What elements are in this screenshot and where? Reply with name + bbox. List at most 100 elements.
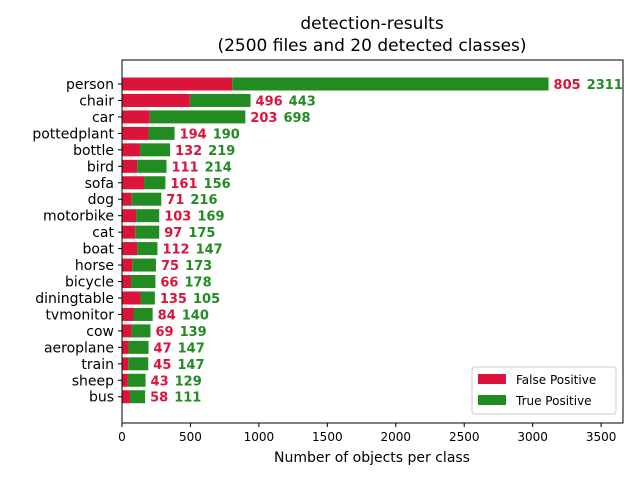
- value-labels-bicycle: 66 178: [160, 276, 211, 291]
- value-label-true-positive-bus: 111: [174, 391, 201, 406]
- value-label-false-positive-bottle: 132: [175, 144, 202, 159]
- bar-false-positive-chair: [122, 93, 190, 107]
- value-label-false-positive-diningtable: 135: [160, 292, 187, 307]
- value-labels-horse: 75 173: [161, 259, 212, 274]
- bar-true-positive-bicycle: [131, 275, 156, 289]
- category-label-tvmonitor: tvmonitor: [45, 307, 114, 323]
- plot-frame: [121, 59, 624, 424]
- category-label-bicycle: bicycle: [65, 275, 114, 291]
- value-label-true-positive-bottle: 219: [208, 144, 235, 159]
- value-label-true-positive-sofa: 156: [204, 177, 231, 192]
- value-label-true-positive-diningtable: 105: [193, 292, 220, 307]
- value-labels-motorbike: 103 169: [164, 210, 224, 225]
- value-label-true-positive-horse: 173: [185, 259, 212, 274]
- value-labels-cow: 69 139: [155, 325, 206, 340]
- value-label-false-positive-bird: 111: [171, 160, 198, 175]
- value-label-false-positive-chair: 496: [256, 94, 283, 109]
- bar-false-positive-bicycle: [122, 275, 132, 289]
- bar-false-positive-diningtable: [122, 291, 141, 305]
- category-label-boat: boat: [82, 242, 114, 258]
- bar-false-positive-pottedplant: [122, 126, 149, 140]
- category-label-horse: horse: [75, 258, 114, 274]
- value-labels-chair: 496 443: [256, 94, 316, 109]
- bar-false-positive-bird: [122, 159, 138, 173]
- bar-true-positive-horse: [132, 258, 156, 272]
- x-tick-label-500: 500: [179, 430, 202, 444]
- value-label-false-positive-boat: 112: [162, 243, 189, 258]
- value-label-false-positive-aeroplane: 47: [154, 341, 172, 356]
- value-label-true-positive-sheep: 129: [175, 374, 202, 389]
- value-label-false-positive-car: 203: [250, 111, 277, 126]
- bar-false-positive-sofa: [122, 176, 145, 190]
- bar-true-positive-train: [128, 357, 149, 371]
- value-label-false-positive-sheep: 43: [151, 374, 169, 389]
- value-label-false-positive-pottedplant: 194: [180, 127, 207, 142]
- legend-label-false-positive: False Positive: [516, 373, 596, 387]
- value-label-true-positive-pottedplant: 190: [213, 127, 240, 142]
- category-label-bottle: bottle: [73, 143, 114, 159]
- bar-false-positive-sheep: [122, 373, 128, 387]
- bar-false-positive-train: [122, 357, 129, 371]
- legend-swatch-true-positive: [478, 395, 506, 405]
- bar-false-positive-motorbike: [122, 209, 137, 223]
- value-label-true-positive-cat: 175: [188, 226, 215, 241]
- value-label-true-positive-car: 698: [283, 111, 310, 126]
- bar-true-positive-sheep: [127, 373, 146, 387]
- bar-false-positive-car: [122, 110, 150, 124]
- bar-true-positive-diningtable: [140, 291, 155, 305]
- bar-true-positive-aeroplane: [128, 340, 149, 354]
- bar-true-positive-sofa: [144, 176, 166, 190]
- value-label-false-positive-cat: 97: [164, 226, 182, 241]
- value-label-true-positive-person: 2311: [587, 78, 623, 93]
- bar-true-positive-tvmonitor: [133, 307, 153, 321]
- bar-false-positive-dog: [122, 192, 132, 206]
- value-labels-tvmonitor: 84 140: [158, 308, 209, 323]
- value-labels-bottle: 132 219: [175, 144, 235, 159]
- legend-box: [471, 366, 617, 415]
- category-label-cow: cow: [86, 324, 114, 340]
- value-labels-sheep: 43 129: [151, 374, 202, 389]
- value-label-true-positive-tvmonitor: 140: [182, 308, 209, 323]
- bar-false-positive-bottle: [122, 143, 141, 157]
- value-label-true-positive-bird: 214: [205, 160, 232, 175]
- bar-true-positive-car: [149, 110, 246, 124]
- value-label-true-positive-motorbike: 169: [197, 210, 224, 225]
- category-labels: personchaircarpottedplantbottlebirdsofad…: [32, 77, 122, 406]
- bar-false-positive-bus: [122, 390, 130, 404]
- value-labels-pottedplant: 194 190: [180, 127, 240, 142]
- bar-true-positive-cow: [131, 324, 151, 338]
- bar-false-positive-cat: [122, 225, 136, 239]
- value-labels-aeroplane: 47 147: [154, 341, 205, 356]
- value-label-false-positive-cow: 69: [155, 325, 173, 340]
- value-labels-bus: 58 111: [150, 391, 201, 406]
- category-label-pottedplant: pottedplant: [32, 126, 114, 142]
- value-labels-sofa: 161 156: [170, 177, 230, 192]
- value-label-true-positive-bicycle: 178: [184, 276, 211, 291]
- bar-true-positive-person: [232, 77, 549, 91]
- bar-true-positive-chair: [189, 93, 251, 107]
- value-label-true-positive-train: 147: [177, 358, 204, 373]
- value-label-true-positive-dog: 216: [190, 193, 217, 208]
- value-labels-person: 805 2311: [554, 78, 623, 93]
- value-label-false-positive-horse: 75: [161, 259, 179, 274]
- value-label-false-positive-motorbike: 103: [164, 210, 191, 225]
- category-label-motorbike: motorbike: [43, 209, 114, 225]
- x-tick-label-3000: 3000: [517, 430, 548, 444]
- category-label-person: person: [66, 77, 114, 93]
- bars-group: [122, 77, 549, 404]
- bar-false-positive-cow: [122, 324, 132, 338]
- bar-true-positive-bottle: [140, 143, 171, 157]
- legend-label-true-positive: True Positive: [515, 394, 592, 408]
- bar-false-positive-boat: [122, 242, 138, 256]
- value-labels-bird: 111 214: [171, 160, 231, 175]
- x-tick-label-2000: 2000: [380, 430, 411, 444]
- category-label-bird: bird: [87, 159, 114, 175]
- value-labels-cat: 97 175: [164, 226, 215, 241]
- x-tick-label-1500: 1500: [312, 430, 343, 444]
- category-label-bus: bus: [89, 390, 114, 406]
- chart-subtitle: (2500 files and 20 detected classes): [217, 36, 526, 56]
- bar-true-positive-bird: [137, 159, 167, 173]
- value-label-false-positive-train: 45: [153, 358, 171, 373]
- chart-title: detection-results: [300, 14, 444, 34]
